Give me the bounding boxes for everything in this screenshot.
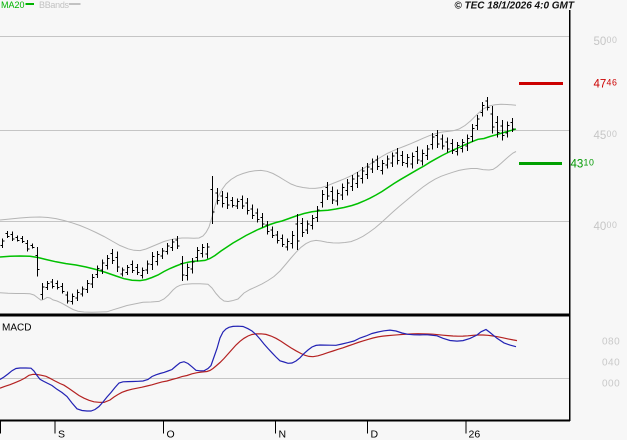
svg-text:MACD: MACD [2,323,31,334]
svg-text:46: 46 [607,78,618,88]
svg-text:N: N [279,429,287,440]
svg-text:© TEC 18/1/2026 4:0 GMT: © TEC 18/1/2026 4:0 GMT [454,1,575,12]
svg-text:00: 00 [607,35,618,45]
svg-text:47: 47 [594,79,607,91]
svg-text:45: 45 [594,130,607,142]
svg-text:D: D [371,429,379,440]
svg-text:50: 50 [594,36,607,48]
svg-text:O: O [167,429,175,440]
svg-text:00: 00 [607,220,618,230]
svg-text:40: 40 [594,221,607,233]
svg-text:26: 26 [469,429,481,440]
svg-text:BBands: BBands [39,0,70,10]
svg-text:MA20: MA20 [1,0,25,10]
svg-text:43: 43 [571,159,584,171]
svg-text:080: 080 [602,337,620,348]
svg-text:00: 00 [607,129,618,139]
svg-text:10: 10 [584,158,595,168]
svg-text:040: 040 [602,358,620,369]
svg-text:000: 000 [602,379,620,390]
svg-text:S: S [58,429,65,440]
